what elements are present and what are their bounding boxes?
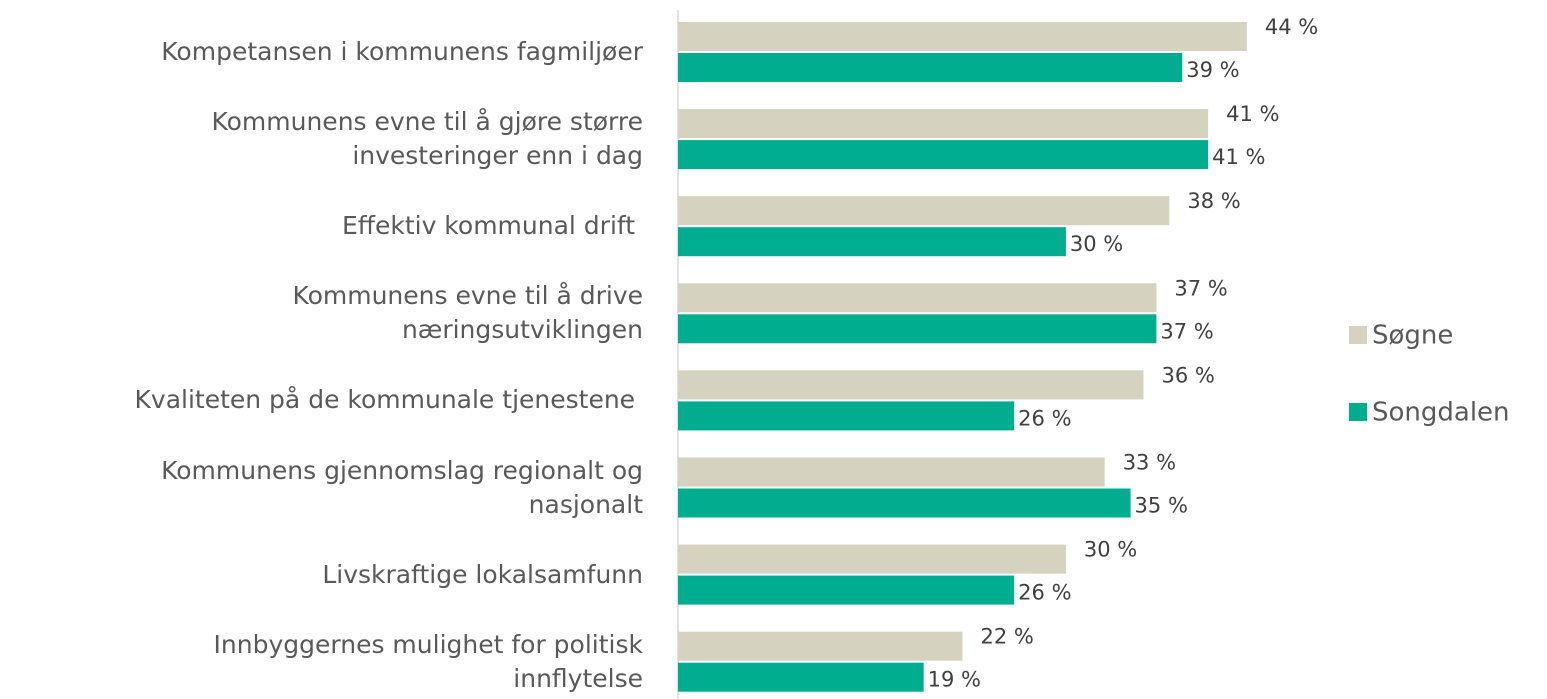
value-label: 30 % <box>1084 538 1137 562</box>
bar <box>678 401 1015 431</box>
value-label: 22 % <box>980 625 1033 649</box>
bar <box>678 457 1105 487</box>
value-label: 26 % <box>1018 406 1071 430</box>
bar <box>678 314 1157 344</box>
category-label: Effektiv kommunal drift <box>341 211 643 241</box>
bar <box>678 662 924 692</box>
category-label: Kommunens evne til å drive næringsutvikl… <box>292 281 643 345</box>
category-label: Kommunens gjennomslag regionalt og nasjo… <box>161 455 643 519</box>
value-label: 41 % <box>1226 102 1279 126</box>
bar <box>678 370 1144 400</box>
value-label: 39 % <box>1186 58 1239 82</box>
category-label: Kompetansen i kommunens fagmiljøer <box>161 37 643 66</box>
legend-label: Søgne <box>1372 321 1453 351</box>
value-label: 19 % <box>928 668 981 692</box>
value-label: 36 % <box>1161 363 1214 387</box>
bar <box>678 109 1209 139</box>
bar <box>678 488 1131 518</box>
bar <box>678 227 1066 257</box>
bar <box>678 575 1015 605</box>
category-label: Kommunens evne til å gjøre større invest… <box>211 107 643 171</box>
bar <box>678 196 1170 226</box>
value-label: 26 % <box>1018 581 1071 605</box>
bar <box>678 22 1247 51</box>
value-label: 33 % <box>1123 451 1176 475</box>
value-label: 44 % <box>1265 15 1318 39</box>
value-label: 41 % <box>1212 145 1265 169</box>
category-label: Innbyggernes mulighet for politisk innfl… <box>213 629 643 693</box>
category-label: Livskraftige lokalsamfunn <box>322 559 643 589</box>
legend-swatch <box>1349 326 1367 344</box>
value-label: 35 % <box>1135 494 1188 518</box>
category-label: Kvaliteten på de kommunale tjenestene <box>134 385 643 415</box>
bar <box>678 53 1183 82</box>
bar <box>678 544 1066 574</box>
value-label: 38 % <box>1187 189 1240 213</box>
legend-swatch <box>1349 403 1367 421</box>
value-label: 37 % <box>1174 276 1227 300</box>
legend-label: Songdalen <box>1372 398 1510 428</box>
value-label: 30 % <box>1070 232 1123 256</box>
bar <box>678 283 1157 313</box>
bar <box>678 140 1209 170</box>
bar <box>678 631 963 661</box>
value-label: 37 % <box>1160 319 1213 343</box>
